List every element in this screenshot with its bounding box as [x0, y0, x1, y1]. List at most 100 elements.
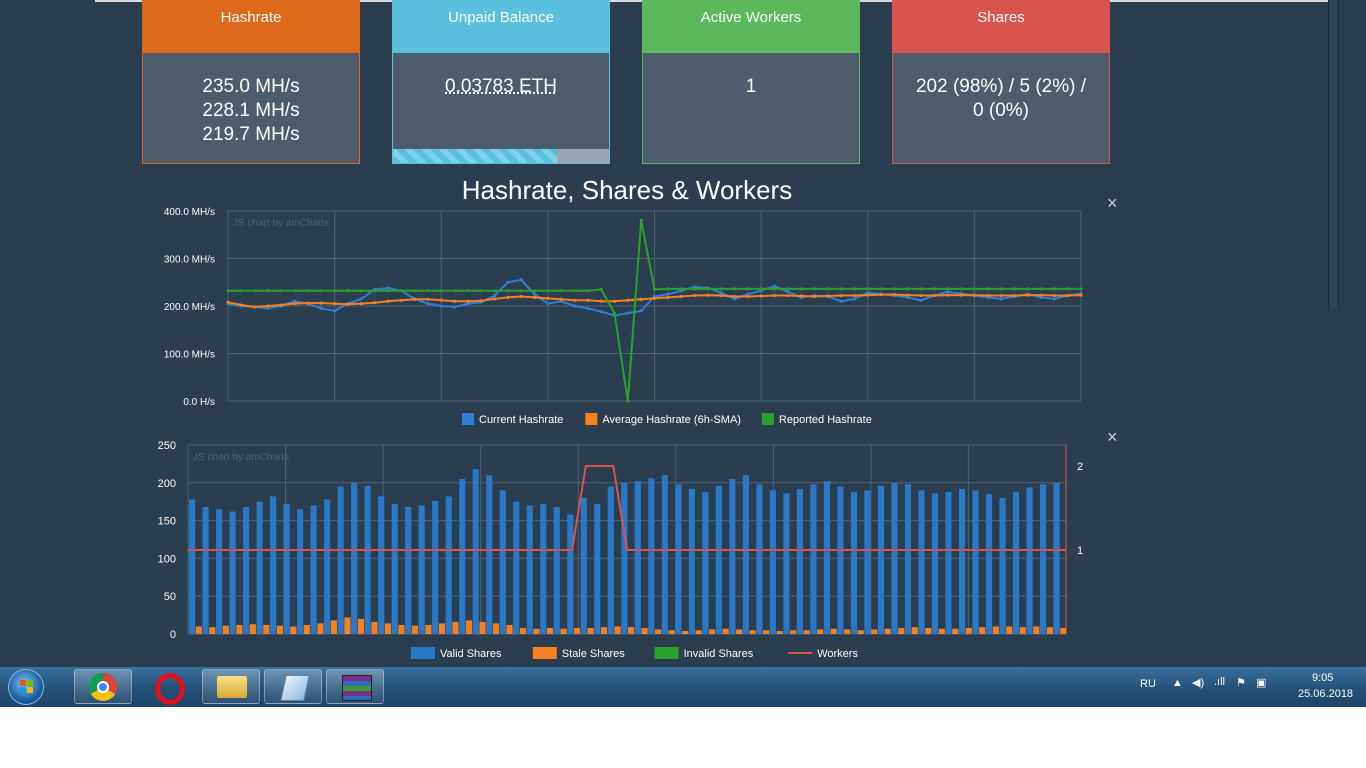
stale-shares-bar: [330, 620, 337, 634]
chart-credit[interactable]: JS chart by amCharts: [233, 218, 329, 229]
stale-shares-bar: [560, 628, 567, 634]
opera-taskbar-button[interactable]: [140, 669, 198, 705]
data-point: [906, 287, 910, 291]
stale-shares-bar: [992, 626, 999, 634]
data-point: [759, 287, 763, 291]
data-point: [639, 309, 643, 313]
winrar-taskbar-button[interactable]: [326, 669, 384, 704]
data-point: [1052, 293, 1056, 298]
valid-shares-bar: [189, 499, 196, 634]
stale-shares-bar: [492, 623, 500, 634]
stale-shares-bar: [357, 618, 364, 634]
stale-shares-bar: [965, 627, 972, 634]
data-point: [279, 303, 283, 307]
data-point: [799, 287, 803, 291]
valid-shares-bar: [270, 496, 277, 634]
valid-shares-bar: [526, 505, 533, 634]
data-point: [639, 218, 643, 223]
y-tick-label: 300.0 MH/s: [164, 255, 215, 266]
notepad-taskbar-button[interactable]: [264, 669, 322, 704]
data-point: [386, 286, 390, 290]
valid-shares-bar: [391, 503, 398, 634]
valid-shares-bar: [796, 488, 803, 634]
data-point: [772, 293, 777, 298]
power-plug-icon[interactable]: ▣: [1256, 677, 1267, 689]
data-point: [412, 297, 417, 301]
data-point: [586, 298, 590, 302]
data-point: [346, 302, 350, 306]
clock-date[interactable]: 25.06.2018: [1298, 688, 1354, 700]
data-point: [919, 293, 923, 298]
valid-shares-bar: [243, 506, 250, 634]
valid-shares-bar: [351, 482, 358, 634]
valid-shares-bar: [310, 505, 317, 634]
data-point: [466, 302, 470, 306]
chart-credit[interactable]: JS chart by amCharts: [193, 452, 289, 463]
close-shares-chart-icon[interactable]: ×: [1107, 427, 1118, 447]
data-point: [599, 299, 603, 303]
stale-shares-bar: [222, 625, 229, 634]
data-point: [572, 304, 577, 308]
network-signal-icon[interactable]: .ıll: [1214, 676, 1225, 688]
stale-shares-bar: [844, 629, 851, 634]
volume-icon[interactable]: ◀): [1192, 677, 1205, 689]
valid-shares-bar: [729, 479, 736, 634]
stale-shares-bar: [290, 626, 297, 634]
data-point: [373, 289, 377, 293]
show-hidden-icons-icon[interactable]: ▲: [1172, 677, 1183, 689]
valid-shares-bar: [904, 484, 912, 634]
legend-label: Workers: [817, 648, 858, 660]
stale-shares-bar: [695, 630, 702, 634]
data-point: [279, 289, 283, 293]
close-hashrate-chart-icon[interactable]: ×: [1107, 193, 1118, 213]
valid-shares-bar: [540, 503, 547, 634]
data-point: [692, 287, 697, 291]
valid-shares-bar: [405, 506, 412, 634]
stale-shares-bar: [587, 627, 594, 634]
data-point: [506, 289, 510, 293]
unpaid-balance-value[interactable]: 0.03783 ETH: [445, 76, 557, 97]
stale-shares-bar: [600, 627, 608, 634]
stale-shares-bar: [722, 628, 729, 634]
reported-hashrate-value: 219.7 MH/s: [202, 124, 300, 145]
explorer-taskbar-button[interactable]: [202, 669, 260, 704]
valid-shares-bar: [823, 481, 831, 634]
data-point: [652, 287, 657, 291]
data-point: [612, 311, 617, 315]
data-point: [492, 297, 497, 301]
data-point: [946, 290, 950, 294]
data-point: [852, 297, 857, 301]
stale-shares-bar: [1019, 627, 1026, 634]
data-point: [652, 296, 657, 300]
data-point: [306, 301, 310, 305]
valid-shares-bar: [324, 499, 331, 634]
winrar-icon: [342, 675, 372, 701]
chrome-taskbar-button[interactable]: [74, 669, 132, 704]
data-point: [612, 299, 617, 303]
language-indicator[interactable]: RU: [1140, 678, 1156, 690]
data-point: [599, 310, 603, 314]
valid-shares-bar: [337, 486, 344, 634]
data-point: [373, 301, 377, 305]
legend-swatch: [411, 647, 435, 659]
legend-swatch: [462, 413, 474, 425]
valid-shares-bar: [297, 509, 304, 634]
legend-label: Reported Hashrate: [779, 414, 872, 426]
stale-shares-bar: [1046, 627, 1053, 634]
data-point: [426, 297, 430, 301]
y-tick-label: 250: [158, 440, 176, 452]
stale-shares-bar: [303, 624, 310, 634]
valid-shares-bar: [1039, 484, 1047, 634]
clock-time[interactable]: 9:05: [1312, 672, 1334, 684]
data-point: [532, 292, 537, 296]
data-point: [426, 289, 430, 293]
scrollbar[interactable]: [1328, 0, 1339, 310]
start-orb-icon[interactable]: [8, 669, 44, 705]
data-point: [532, 295, 537, 300]
legend-swatch: [532, 647, 557, 659]
valid-shares-bar: [567, 514, 574, 634]
payout-progress-bar: [393, 149, 609, 163]
data-point: [439, 304, 443, 308]
action-center-flag-icon[interactable]: ⚑: [1236, 677, 1246, 689]
valid-shares-bar: [648, 478, 655, 634]
